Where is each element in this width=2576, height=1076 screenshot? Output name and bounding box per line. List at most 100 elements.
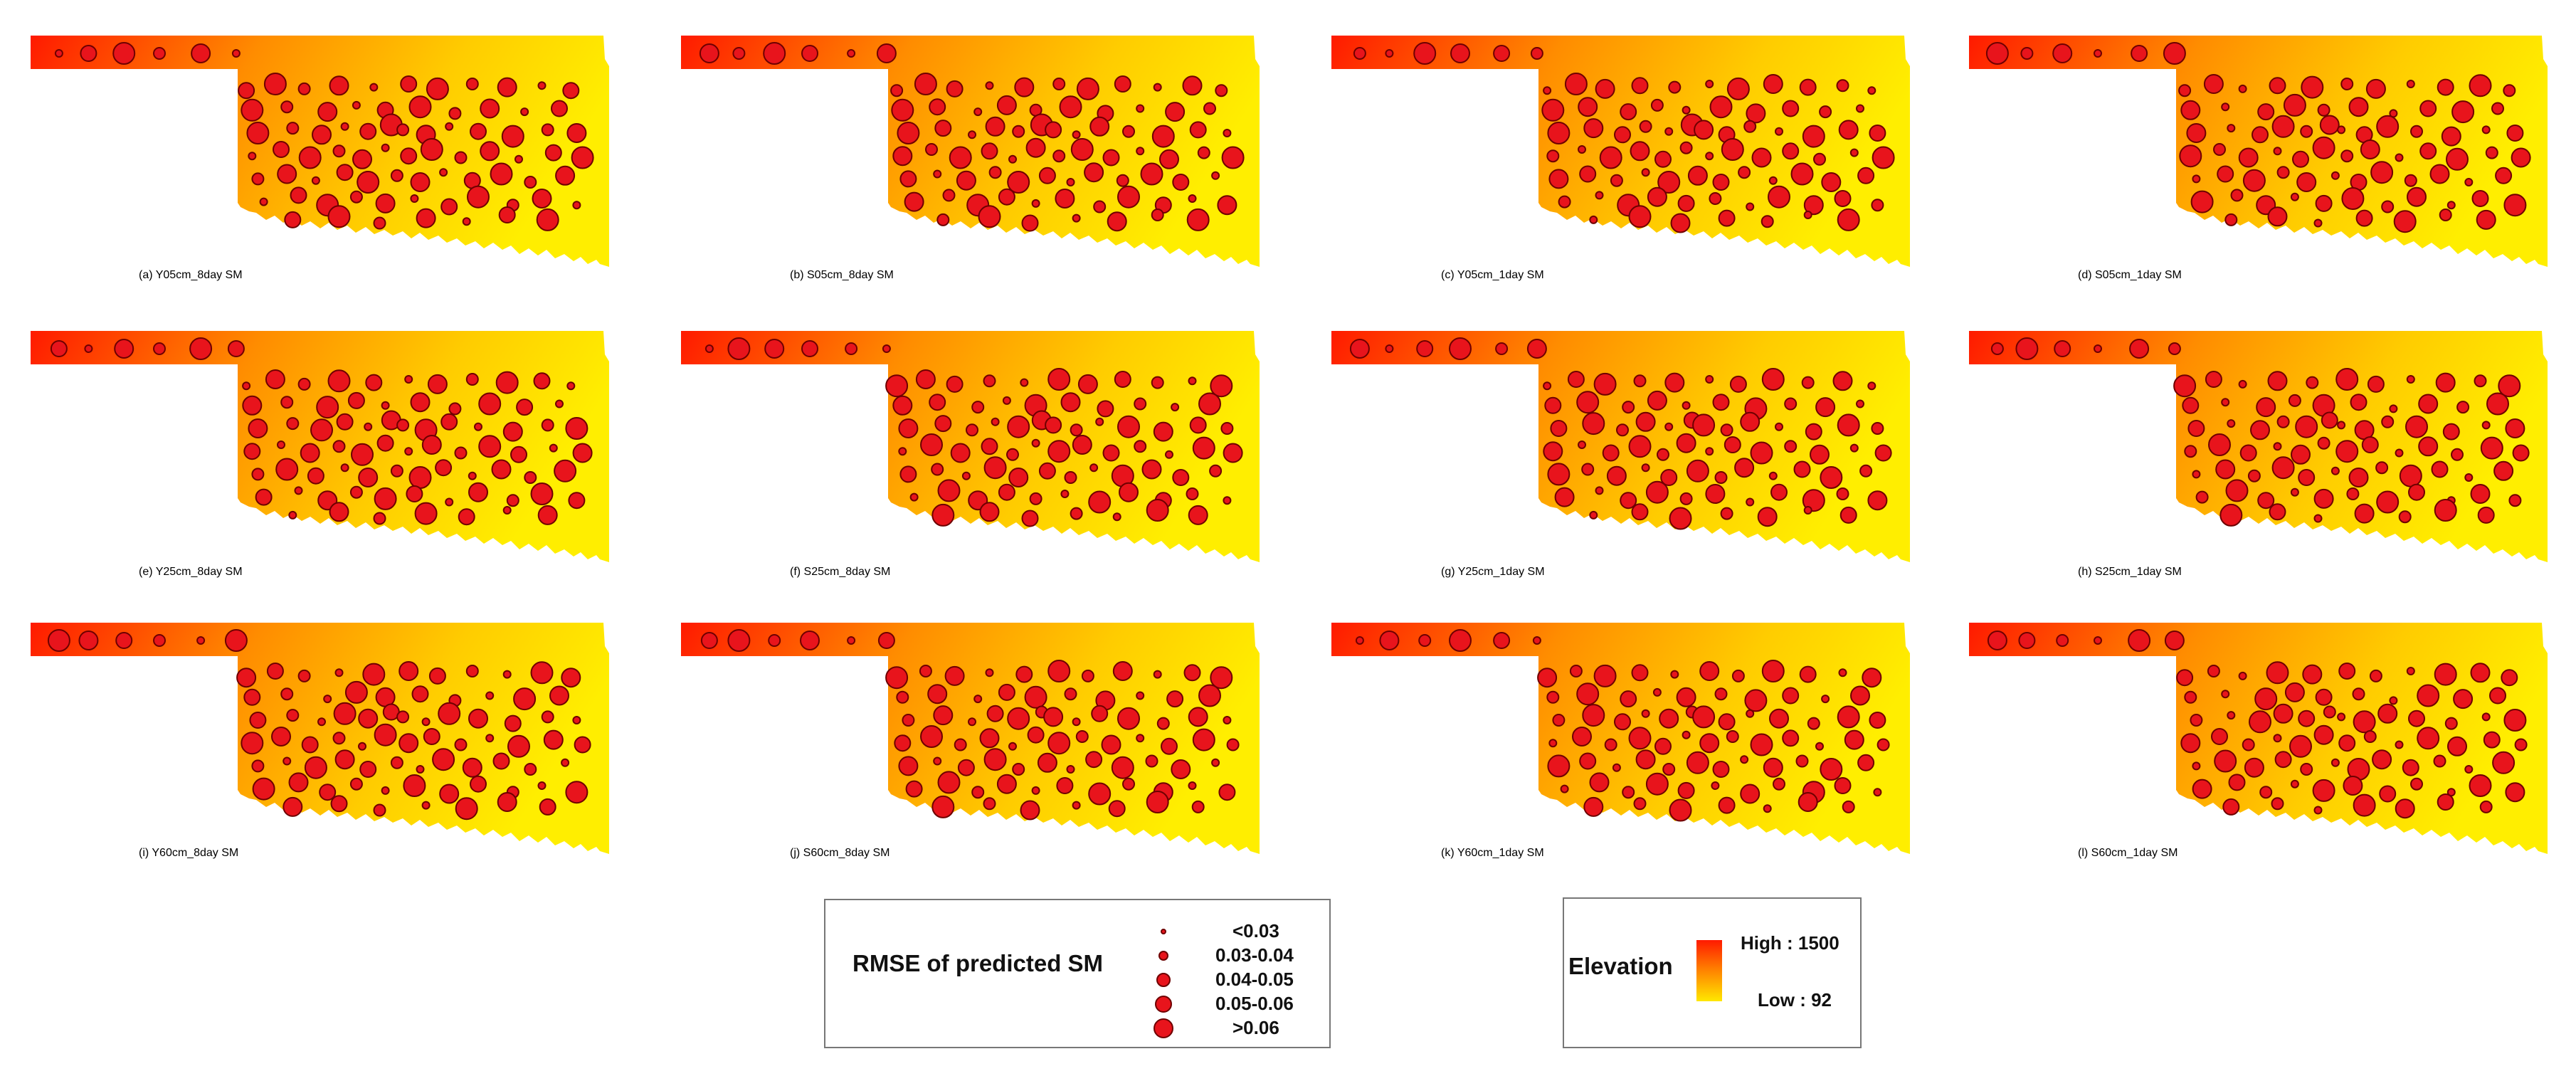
map-panel — [677, 327, 1304, 569]
station-point — [1686, 459, 1709, 482]
station-point — [2338, 663, 2356, 680]
station-point — [280, 100, 294, 114]
station-point — [2176, 669, 2194, 687]
map-panel — [1328, 327, 1954, 569]
station-point — [398, 733, 419, 754]
station-point — [543, 729, 564, 750]
station-point — [2283, 93, 2306, 117]
station-point — [1746, 497, 1755, 507]
station-point — [2398, 510, 2412, 524]
station-point — [1682, 105, 1691, 115]
station-point — [332, 732, 346, 745]
station-point — [284, 211, 302, 228]
station-point — [231, 49, 241, 58]
station-point — [1862, 668, 1882, 688]
station-point — [764, 339, 785, 359]
station-point — [1564, 73, 1588, 95]
station-point — [2493, 460, 2514, 481]
station-point — [2346, 487, 2360, 500]
station-point — [536, 208, 559, 231]
station-point — [1746, 709, 1755, 718]
panel-caption: (a) Y05cm_8day SM — [139, 269, 243, 281]
station-point — [2250, 420, 2270, 441]
station-point — [956, 170, 976, 191]
station-point — [1869, 125, 1886, 142]
station-point — [1114, 75, 1131, 93]
station-point — [400, 75, 418, 93]
station-point — [439, 784, 460, 804]
station-point — [1547, 754, 1571, 778]
station-point — [1552, 714, 1566, 727]
station-point — [1721, 138, 1744, 161]
station-point — [902, 714, 915, 727]
rmse-symbol-4 — [1155, 996, 1172, 1013]
station-point — [364, 422, 373, 431]
station-point — [2056, 634, 2069, 647]
station-point — [1761, 215, 1774, 228]
station-point — [1064, 687, 1077, 701]
station-point — [2367, 375, 2385, 393]
station-point — [1593, 372, 1617, 396]
station-point — [968, 130, 976, 139]
station-point — [2395, 448, 2404, 458]
station-point — [400, 147, 418, 165]
station-point — [1188, 707, 1208, 727]
station-point — [1705, 80, 1714, 88]
station-point — [286, 417, 300, 431]
station-point — [227, 340, 245, 357]
station-point — [1782, 687, 1800, 705]
station-point — [470, 775, 487, 793]
station-point — [537, 781, 547, 790]
station-point — [1217, 195, 1237, 216]
station-point — [2247, 469, 2261, 482]
station-point — [1857, 754, 1875, 771]
station-point — [1413, 42, 1437, 65]
station-point — [572, 443, 593, 463]
station-point — [327, 205, 351, 228]
station-point — [1837, 208, 1860, 231]
station-point — [2271, 797, 2284, 811]
station-point — [1763, 757, 1783, 778]
station-point — [2254, 687, 2278, 711]
station-point — [971, 401, 985, 414]
station-point — [1819, 105, 1832, 119]
station-point — [336, 164, 354, 181]
station-point — [925, 143, 938, 156]
station-point — [423, 728, 440, 745]
station-point — [2512, 444, 2530, 462]
station-point — [411, 685, 429, 703]
station-point — [981, 438, 998, 455]
station-point — [2514, 738, 2528, 751]
station-point — [896, 690, 909, 704]
station-point — [410, 172, 431, 192]
station-point — [2444, 717, 2458, 730]
station-point — [1633, 797, 1647, 811]
station-point — [2508, 494, 2522, 507]
station-point — [2354, 503, 2375, 524]
station-point — [2214, 749, 2237, 773]
station-point — [1220, 422, 1234, 435]
station-point — [440, 413, 458, 431]
station-point — [2298, 710, 2316, 727]
station-point — [2353, 793, 2376, 817]
oklahoma-elevation-map — [1969, 331, 2548, 562]
station-point — [2187, 420, 2205, 437]
station-point — [1145, 754, 1158, 768]
station-point — [153, 634, 166, 647]
station-point — [801, 340, 818, 357]
station-point — [699, 43, 719, 63]
station-point — [390, 756, 403, 769]
station-point — [275, 458, 299, 481]
station-point — [280, 687, 294, 701]
station-point — [300, 443, 320, 463]
station-point — [2434, 499, 2457, 522]
station-point — [1650, 98, 1664, 112]
station-point — [1182, 75, 1203, 96]
station-point — [352, 149, 372, 169]
station-point — [1495, 342, 1509, 355]
station-point — [1543, 381, 1552, 391]
station-point — [1089, 116, 1110, 137]
station-point — [1799, 78, 1817, 96]
station-point — [1832, 371, 1853, 391]
station-point — [1838, 120, 1859, 140]
